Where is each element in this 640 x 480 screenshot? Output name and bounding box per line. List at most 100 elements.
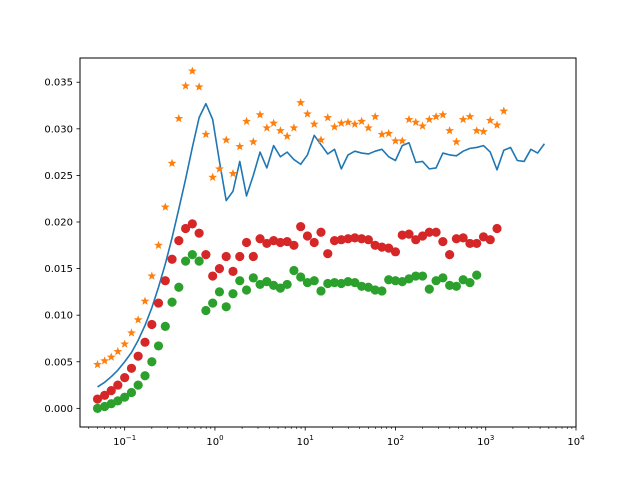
series-0 bbox=[97, 102, 546, 388]
series-3-point bbox=[275, 283, 285, 293]
y-tick-label: 0.030 bbox=[44, 124, 73, 135]
series-2-point bbox=[377, 242, 387, 252]
series-2-point bbox=[100, 390, 110, 400]
series-3-point bbox=[451, 281, 461, 291]
series-2-point bbox=[174, 236, 184, 246]
series-1-point bbox=[127, 328, 136, 337]
series-1-point bbox=[140, 296, 150, 305]
series-2-point bbox=[120, 373, 130, 383]
series-2-point bbox=[282, 236, 292, 247]
series-3-point bbox=[289, 265, 299, 276]
series-2-point bbox=[350, 233, 360, 243]
series-1-point bbox=[309, 119, 319, 128]
series-1-point bbox=[147, 271, 157, 280]
series-3-point bbox=[316, 286, 326, 296]
series-3-point bbox=[309, 276, 319, 286]
series-2-point bbox=[133, 351, 143, 361]
series-2-point bbox=[485, 235, 495, 245]
y-axis: 0.000 0.005 0.010 0.015 0.020 0.025 0.030 0.035 bbox=[44, 78, 80, 415]
series-3-point bbox=[445, 280, 455, 290]
series-3-point bbox=[201, 305, 211, 316]
series-1-point bbox=[208, 172, 218, 181]
series-1-point bbox=[485, 115, 495, 125]
series-1-point bbox=[93, 359, 102, 369]
series-1-point bbox=[194, 82, 204, 91]
series-2-point bbox=[438, 236, 448, 247]
series-1-point bbox=[465, 112, 475, 121]
series-1-point bbox=[336, 118, 346, 127]
series-2-point bbox=[302, 231, 313, 241]
series-1-point bbox=[215, 164, 224, 173]
series-3-point bbox=[390, 276, 401, 286]
series-1-point bbox=[174, 113, 184, 123]
series-2-point bbox=[404, 229, 414, 239]
series-2-point bbox=[201, 250, 211, 260]
series-1-point bbox=[242, 116, 251, 126]
series-3-point bbox=[323, 278, 333, 289]
series-3-point bbox=[472, 270, 482, 280]
series-1-point bbox=[397, 136, 407, 145]
series-1-point bbox=[248, 137, 258, 146]
series-2-point bbox=[221, 251, 231, 262]
series-3-point bbox=[126, 387, 137, 398]
series-1-point bbox=[187, 66, 197, 75]
series-2-point bbox=[92, 394, 103, 404]
series-2-point bbox=[167, 254, 177, 264]
series-1-point bbox=[479, 127, 488, 136]
y-tick-label: 0.010 bbox=[44, 311, 73, 322]
y-tick-label: 0.025 bbox=[44, 171, 73, 182]
series-3-point bbox=[221, 302, 231, 312]
series-1-point bbox=[262, 123, 272, 132]
series-1-point bbox=[133, 315, 143, 324]
series-1-point bbox=[384, 128, 394, 138]
series-2-point bbox=[384, 243, 394, 253]
series-1-point bbox=[499, 106, 509, 115]
x-tick-label: 102 bbox=[387, 434, 404, 448]
series-1-point bbox=[431, 112, 441, 121]
series-2-point bbox=[187, 219, 197, 229]
series-3-point bbox=[147, 357, 157, 367]
series-2-point bbox=[241, 237, 252, 248]
series-2-point bbox=[126, 363, 137, 373]
series-2-point bbox=[357, 234, 367, 244]
series-2-point bbox=[397, 230, 407, 240]
series-2-point bbox=[336, 235, 346, 245]
series-1-point bbox=[343, 117, 353, 127]
series-1-point bbox=[438, 110, 448, 119]
series-2-point bbox=[472, 238, 482, 249]
series-2-point bbox=[363, 235, 373, 245]
series-1-point bbox=[201, 129, 211, 139]
series-1-point bbox=[364, 123, 373, 132]
series-3-point bbox=[92, 403, 103, 413]
series-1-point bbox=[221, 135, 231, 144]
series-1-point bbox=[106, 352, 116, 361]
y-tick-label: 0.000 bbox=[44, 404, 73, 415]
series-2-point bbox=[228, 266, 238, 276]
series-3-point bbox=[248, 273, 258, 283]
series-1-point bbox=[492, 120, 502, 129]
series-2-point bbox=[214, 263, 225, 274]
series-2-point bbox=[255, 234, 265, 244]
series-3-point bbox=[377, 286, 387, 296]
x-tick-label: 100 bbox=[206, 434, 223, 448]
series-2-point bbox=[235, 251, 245, 262]
series-3 bbox=[92, 250, 482, 413]
series-3-point bbox=[160, 321, 170, 331]
series-1-point bbox=[296, 98, 306, 107]
series-1-point bbox=[411, 117, 421, 127]
series-3-point bbox=[194, 256, 204, 266]
series-2-point bbox=[417, 231, 428, 241]
series-2-point bbox=[390, 247, 401, 257]
series-2-point bbox=[194, 228, 204, 238]
x-tick-label: 103 bbox=[477, 434, 494, 448]
series-2-point bbox=[180, 223, 191, 234]
series-2-point bbox=[411, 235, 421, 245]
series-1-point bbox=[458, 114, 468, 124]
x-tick-label: 101 bbox=[297, 434, 314, 448]
series-2-point bbox=[296, 222, 306, 232]
series-1-point bbox=[269, 118, 278, 127]
series-1-point bbox=[404, 114, 414, 124]
series-2-point bbox=[316, 227, 326, 237]
series-1 bbox=[93, 66, 509, 369]
